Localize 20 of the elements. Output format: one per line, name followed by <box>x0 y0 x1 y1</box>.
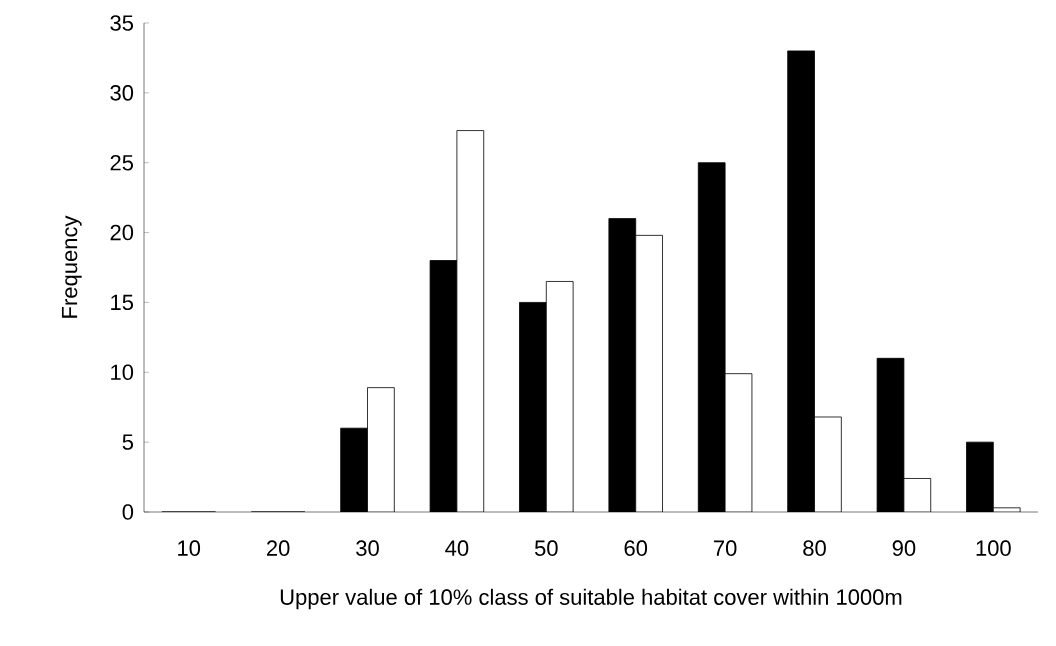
y-tick-label: 30 <box>110 85 134 101</box>
y-axis-title: Frequency <box>61 215 82 318</box>
y-tick-label: 25 <box>110 154 134 171</box>
y-tick-label: 0 <box>122 504 134 520</box>
x-tick-label: 70 <box>714 540 737 556</box>
x-tick-label: 100 <box>976 540 1011 556</box>
x-tick-label: 60 <box>624 540 648 556</box>
y-tick-label: 5 <box>122 434 134 450</box>
x-axis-title: Upper value of 10% class of suitable habitat cover within 1000m <box>280 588 902 610</box>
y-tick-label: 20 <box>110 224 134 241</box>
x-tick-label: 50 <box>534 540 558 556</box>
x-tick-label: 20 <box>266 540 290 556</box>
y-tick-label: 15 <box>111 294 134 311</box>
y-tick-label: 35 <box>110 15 134 31</box>
y-tick-label: 10 <box>111 364 134 381</box>
x-tick-label: 30 <box>356 540 379 556</box>
x-tick-label: 90 <box>892 540 916 556</box>
x-tick-label: 80 <box>803 540 826 556</box>
x-tick-label: 10 <box>178 540 201 556</box>
x-tick-label: 40 <box>445 540 469 556</box>
